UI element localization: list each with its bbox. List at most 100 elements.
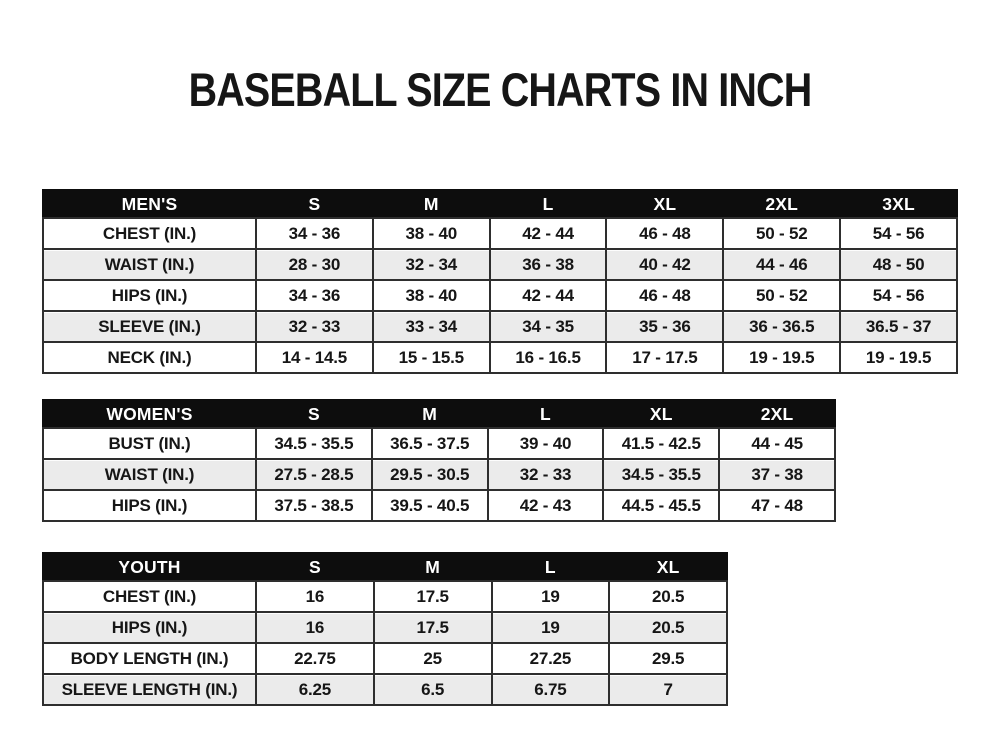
size-value: 19 bbox=[490, 580, 611, 613]
size-value: 25 bbox=[372, 642, 493, 675]
size-value: 48 - 50 bbox=[839, 248, 958, 281]
column-header: M bbox=[371, 189, 491, 219]
row-label: NECK (IN.) bbox=[42, 341, 257, 374]
row-label: SLEEVE (IN.) bbox=[42, 310, 257, 343]
womens-size-table-container: WOMEN'S S M L XL 2XL BUST (IN.) 34.5 - 35.5 36.5… bbox=[42, 399, 836, 522]
size-value: 44 - 46 bbox=[722, 248, 842, 281]
size-value: 44 - 45 bbox=[718, 427, 836, 460]
size-value: 34 - 36 bbox=[255, 217, 374, 250]
size-value: 7 bbox=[608, 673, 728, 706]
size-value: 6.75 bbox=[490, 673, 611, 706]
row-label: HIPS (IN.) bbox=[42, 611, 257, 644]
size-value: 22.75 bbox=[255, 642, 375, 675]
row-label: CHEST (IN.) bbox=[42, 580, 257, 613]
size-value: 39.5 - 40.5 bbox=[370, 489, 489, 522]
row-label: HIPS (IN.) bbox=[42, 279, 257, 312]
size-value: 20.5 bbox=[608, 580, 728, 613]
column-header: L bbox=[488, 189, 608, 219]
header-row: WOMEN'S S M L XL 2XL bbox=[42, 399, 836, 429]
table-row: CHEST (IN.) 16 17.5 19 20.5 bbox=[42, 580, 728, 613]
row-label: BUST (IN.) bbox=[42, 427, 257, 460]
size-value: 17 - 17.5 bbox=[605, 341, 725, 374]
size-value: 14 - 14.5 bbox=[255, 341, 374, 374]
size-value: 38 - 40 bbox=[371, 217, 491, 250]
size-value: 37 - 38 bbox=[718, 458, 836, 491]
table-row: BUST (IN.) 34.5 - 35.5 36.5 - 37.5 39 - 40 4… bbox=[42, 427, 836, 460]
size-table-youth: YOUTH S M L XL CHEST (IN.) 16 17.5 19 20.5 HIPS (I… bbox=[42, 552, 728, 706]
size-value: 19 bbox=[490, 611, 611, 644]
table-row: HIPS (IN.) 37.5 - 38.5 39.5 - 40.5 42 - 43 4… bbox=[42, 489, 836, 522]
size-value: 32 - 34 bbox=[371, 248, 491, 281]
column-header: 2XL bbox=[722, 189, 842, 219]
size-value: 46 - 48 bbox=[605, 279, 725, 312]
size-value: 15 - 15.5 bbox=[371, 341, 491, 374]
column-header: XL bbox=[608, 552, 728, 582]
size-table-womens: WOMEN'S S M L XL 2XL BUST (IN.) 34.5 - 35.5 36.5… bbox=[42, 399, 836, 522]
size-value: 38 - 40 bbox=[371, 279, 491, 312]
column-header: S bbox=[255, 189, 374, 219]
size-value: 34.5 - 35.5 bbox=[602, 458, 721, 491]
table-row: HIPS (IN.) 16 17.5 19 20.5 bbox=[42, 611, 728, 644]
youth-size-table-container: YOUTH S M L XL CHEST (IN.) 16 17.5 19 20.5 HIPS (I… bbox=[42, 552, 728, 706]
size-value: 27.25 bbox=[490, 642, 611, 675]
size-value: 29.5 bbox=[608, 642, 728, 675]
column-header: XL bbox=[605, 189, 725, 219]
table-row: NECK (IN.) 14 - 14.5 15 - 15.5 16 - 16.5 17 … bbox=[42, 341, 958, 374]
table-row: SLEEVE LENGTH (IN.) 6.25 6.5 6.75 7 bbox=[42, 673, 728, 706]
size-value: 41.5 - 42.5 bbox=[602, 427, 721, 460]
size-value: 34 - 35 bbox=[488, 310, 608, 343]
size-value: 33 - 34 bbox=[371, 310, 491, 343]
size-table-mens: MEN'S S M L XL 2XL 3XL CHEST (IN.) 34 - 36 38 - 4… bbox=[42, 189, 958, 374]
size-value: 32 - 33 bbox=[486, 458, 605, 491]
size-value: 6.5 bbox=[372, 673, 493, 706]
row-label: SLEEVE LENGTH (IN.) bbox=[42, 673, 257, 706]
size-value: 16 bbox=[255, 611, 375, 644]
size-value: 46 - 48 bbox=[605, 217, 725, 250]
column-header: M bbox=[370, 399, 489, 429]
page-title: BASEBALL SIZE CHARTS IN INCH bbox=[188, 63, 813, 116]
column-header: S bbox=[255, 399, 373, 429]
row-label: WAIST (IN.) bbox=[42, 248, 257, 281]
size-value: 17.5 bbox=[372, 611, 493, 644]
table-row: SLEEVE (IN.) 32 - 33 33 - 34 34 - 35 35 - 36… bbox=[42, 310, 958, 343]
size-value: 19 - 19.5 bbox=[839, 341, 958, 374]
size-value: 37.5 - 38.5 bbox=[255, 489, 373, 522]
size-value: 54 - 56 bbox=[839, 279, 958, 312]
column-header: L bbox=[486, 399, 605, 429]
table-row: WAIST (IN.) 28 - 30 32 - 34 36 - 38 40 - 42 4… bbox=[42, 248, 958, 281]
size-value: 42 - 43 bbox=[486, 489, 605, 522]
section-header-womens: WOMEN'S bbox=[42, 399, 257, 429]
size-value: 20.5 bbox=[608, 611, 728, 644]
size-value: 36 - 36.5 bbox=[722, 310, 842, 343]
size-value: 27.5 - 28.5 bbox=[255, 458, 373, 491]
size-value: 29.5 - 30.5 bbox=[370, 458, 489, 491]
size-value: 42 - 44 bbox=[488, 279, 608, 312]
size-value: 16 bbox=[255, 580, 375, 613]
size-value: 47 - 48 bbox=[718, 489, 836, 522]
size-value: 36.5 - 37.5 bbox=[370, 427, 489, 460]
row-label: BODY LENGTH (IN.) bbox=[42, 642, 257, 675]
section-header-mens: MEN'S bbox=[42, 189, 257, 219]
column-header: L bbox=[490, 552, 611, 582]
size-value: 42 - 44 bbox=[488, 217, 608, 250]
mens-size-table-container: MEN'S S M L XL 2XL 3XL CHEST (IN.) 34 - 36 38 - 4… bbox=[42, 189, 958, 374]
size-value: 19 - 19.5 bbox=[722, 341, 842, 374]
size-value: 36 - 38 bbox=[488, 248, 608, 281]
row-label: CHEST (IN.) bbox=[42, 217, 257, 250]
size-value: 36.5 - 37 bbox=[839, 310, 958, 343]
size-value: 44.5 - 45.5 bbox=[602, 489, 721, 522]
table-row: WAIST (IN.) 27.5 - 28.5 29.5 - 30.5 32 - 33… bbox=[42, 458, 836, 491]
size-value: 6.25 bbox=[255, 673, 375, 706]
table-row: HIPS (IN.) 34 - 36 38 - 40 42 - 44 46 - 48 50… bbox=[42, 279, 958, 312]
size-value: 35 - 36 bbox=[605, 310, 725, 343]
table-row: CHEST (IN.) 34 - 36 38 - 40 42 - 44 46 - 48 5… bbox=[42, 217, 958, 250]
size-value: 50 - 52 bbox=[722, 279, 842, 312]
size-value: 34 - 36 bbox=[255, 279, 374, 312]
header-row: YOUTH S M L XL bbox=[42, 552, 728, 582]
table-row: BODY LENGTH (IN.) 22.75 25 27.25 29.5 bbox=[42, 642, 728, 675]
size-value: 39 - 40 bbox=[486, 427, 605, 460]
size-value: 50 - 52 bbox=[722, 217, 842, 250]
column-header: 2XL bbox=[718, 399, 836, 429]
row-label: HIPS (IN.) bbox=[42, 489, 257, 522]
